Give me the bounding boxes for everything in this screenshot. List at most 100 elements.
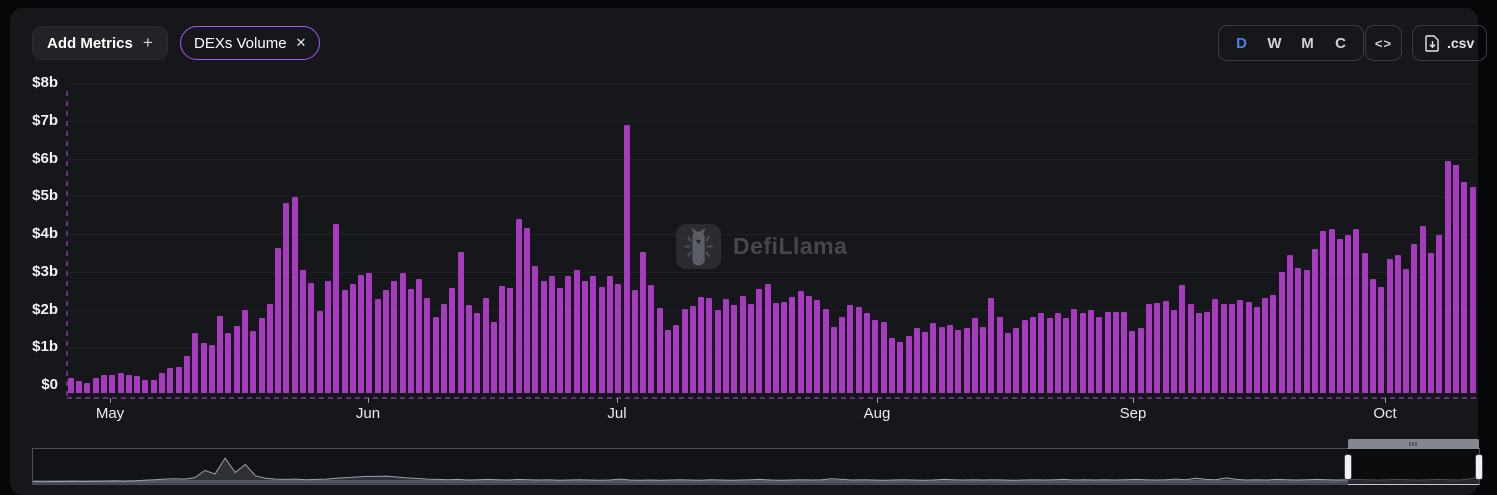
volume-bar	[407, 288, 414, 393]
x-axis-dashed-line	[67, 397, 1480, 399]
volume-bar	[1444, 160, 1451, 393]
volume-bar	[1345, 235, 1352, 393]
volume-bar	[424, 297, 431, 393]
y-tick-label: $3b	[32, 262, 58, 280]
interval-monthly-button[interactable]: M	[1301, 34, 1314, 52]
volume-bar	[698, 297, 705, 393]
volume-bar	[523, 228, 530, 393]
embed-code-icon: <>	[1374, 35, 1393, 51]
volume-bar	[1021, 320, 1028, 393]
volume-bar	[706, 297, 713, 393]
volume-bar	[399, 272, 406, 393]
volume-bar	[76, 381, 83, 393]
brush-left-handle[interactable]	[1344, 454, 1353, 480]
volume-bar	[125, 374, 132, 393]
plus-icon: +	[142, 33, 153, 52]
volume-bar	[1386, 259, 1393, 393]
brush-drag-bar[interactable]	[1348, 439, 1479, 449]
volume-bar	[988, 297, 995, 393]
volume-bar	[1303, 269, 1310, 393]
volume-bar	[241, 309, 248, 393]
volume-bar	[449, 288, 456, 393]
volume-bar	[1195, 313, 1202, 393]
volume-bar	[1096, 316, 1103, 393]
volume-bar	[573, 270, 580, 393]
volume-bar	[92, 377, 99, 393]
volume-bar	[1228, 303, 1235, 393]
volume-bar	[822, 308, 829, 393]
csv-button-label: .csv	[1447, 35, 1475, 51]
volume-bar	[192, 333, 199, 393]
volume-bar	[291, 196, 298, 393]
interval-daily-button[interactable]: D	[1236, 34, 1247, 52]
volume-bar	[134, 376, 141, 393]
volume-bar	[382, 289, 389, 393]
volume-bar	[772, 302, 779, 393]
volume-bar	[142, 379, 149, 393]
interval-selector: D W M C	[1218, 25, 1364, 61]
volume-bar	[930, 322, 937, 393]
volume-bar	[358, 274, 365, 393]
volume-bar	[1428, 253, 1435, 393]
volume-bar	[217, 316, 224, 393]
volume-bar	[1063, 317, 1070, 393]
volume-bar	[1353, 228, 1360, 393]
volume-bar	[747, 303, 754, 393]
volume-bar	[1295, 267, 1302, 393]
volume-bar	[1220, 303, 1227, 393]
volume-bar	[275, 247, 282, 393]
y-tick-label: $7b	[32, 111, 58, 129]
gridline	[67, 120, 1477, 122]
download-csv-button[interactable]: .csv	[1412, 25, 1488, 61]
volume-bar	[67, 377, 74, 393]
volume-bar	[366, 272, 373, 393]
volume-bar	[640, 252, 647, 393]
x-tick	[110, 398, 111, 403]
volume-bar	[1013, 327, 1020, 393]
volume-bar	[797, 291, 804, 393]
volume-bar	[1403, 268, 1410, 393]
gridline	[67, 347, 1477, 349]
volume-bar	[432, 316, 439, 393]
volume-bar	[1461, 181, 1468, 393]
embed-code-button[interactable]: <>	[1365, 25, 1402, 61]
gridline	[67, 83, 1477, 84]
brush-right-handle[interactable]	[1474, 454, 1483, 480]
volume-bar	[839, 316, 846, 393]
volume-bar	[100, 374, 107, 393]
y-tick-label: $2b	[32, 300, 58, 318]
metric-chip-dexs-volume[interactable]: DEXs Volume ✕	[180, 26, 321, 60]
add-metrics-button[interactable]: Add Metrics +	[32, 26, 168, 60]
timeline-brush[interactable]	[32, 448, 1480, 485]
interval-cumulative-button[interactable]: C	[1335, 34, 1346, 52]
volume-bar	[1112, 311, 1119, 393]
interval-weekly-button[interactable]: W	[1267, 34, 1282, 52]
plot-area[interactable]	[67, 91, 1477, 393]
volume-bar	[1212, 298, 1219, 393]
volume-bar	[1452, 164, 1459, 393]
volume-bar	[159, 373, 166, 393]
x-tick	[1385, 398, 1386, 403]
volume-bar	[1137, 327, 1144, 393]
volume-bar	[175, 366, 182, 393]
volume-bar	[872, 320, 879, 393]
volume-bar	[283, 202, 290, 393]
volume-bar	[1270, 294, 1277, 393]
volume-bar	[1336, 238, 1343, 393]
volume-bar	[1146, 304, 1153, 393]
volume-bar	[1054, 313, 1061, 393]
volume-bar	[183, 356, 190, 393]
volume-bar	[507, 287, 514, 393]
volume-bar	[673, 325, 680, 393]
x-tick-label: Jun	[355, 405, 381, 422]
volume-bar	[441, 303, 448, 393]
volume-bar	[606, 275, 613, 393]
volume-bar	[864, 313, 871, 393]
volume-bar	[656, 308, 663, 393]
volume-bar	[963, 328, 970, 393]
volume-bar	[266, 304, 273, 393]
brush-selection-window[interactable]	[1348, 448, 1479, 485]
x-tick	[1133, 398, 1134, 403]
volume-bar	[1121, 311, 1128, 393]
close-icon[interactable]: ✕	[295, 35, 307, 50]
